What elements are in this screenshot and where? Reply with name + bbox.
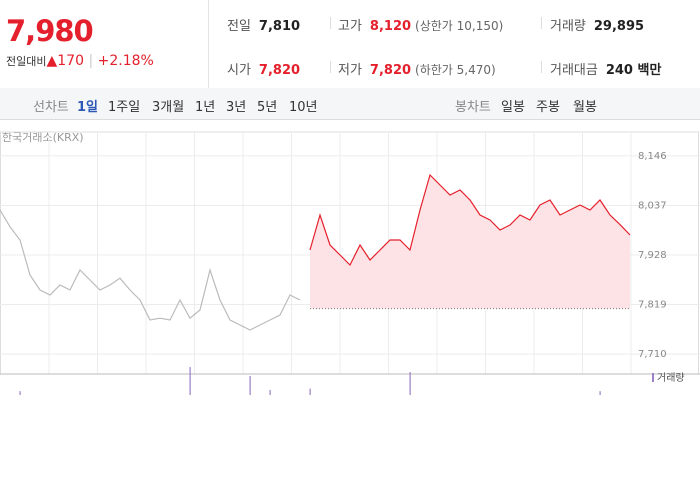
stat-label: 거래대금 — [550, 63, 598, 78]
area — [310, 175, 630, 309]
price-line — [309, 173, 631, 267]
tab[interactable]: 일봉 — [501, 100, 525, 115]
period-tabs: 선차트 1일 1주일 3개월 1년 3년 5년 10년 봉차트 일봉 주봉 월봉 — [0, 88, 700, 120]
stat-label: 고가 — [338, 19, 362, 34]
y-tick-label: 7,928 — [638, 250, 667, 261]
quote-header: 7,980 전일대비▲170 | +2.18% 전일 7,810 고가 8,120(… — [0, 0, 700, 89]
tab: 선차트 — [33, 100, 69, 115]
tab[interactable]: 3개월 — [152, 100, 185, 115]
tab[interactable]: 1일 — [77, 100, 99, 115]
tab[interactable]: 10년 — [289, 100, 318, 115]
tab[interactable]: 1주일 — [108, 100, 141, 115]
volume-bar — [189, 367, 191, 395]
tab[interactable]: 주봉 — [536, 100, 560, 115]
legend-swatch — [652, 373, 654, 382]
price-box: 7,980 전일대비▲170 | +2.18% — [0, 0, 209, 88]
tab[interactable]: 1년 — [195, 100, 216, 115]
stat-value: 240 백만 — [605, 63, 662, 78]
stat-value: 29,895 — [593, 19, 645, 34]
stat-value: 8,120 — [369, 19, 412, 34]
stat-label: 거래량 — [550, 19, 586, 34]
volume-bar — [249, 375, 251, 395]
legend-label: 거래량 — [657, 372, 685, 384]
stat: 거래대금 240 백만 — [550, 59, 661, 78]
stat: 시가 7,820 — [227, 59, 300, 78]
stat-value: 7,820 — [258, 63, 301, 78]
price-line — [0, 209, 301, 331]
stat: 전일 7,810 — [227, 15, 300, 34]
y-tick-label: 8,146 — [638, 151, 667, 162]
volume-bar — [409, 372, 411, 395]
chart-subtitle: 한국거래소(KRX) — [2, 131, 84, 144]
volume-bar — [19, 391, 21, 395]
tab: 봉차트 — [455, 100, 491, 115]
volume-bar — [599, 391, 601, 395]
chart: 한국거래소(KRX) 7,710 7,819 7,928 8,037 8,146 거래량 — [0, 131, 700, 395]
volume-bar — [309, 388, 311, 395]
change-rate: +2.18% — [97, 53, 154, 69]
current-price: 7,980 — [6, 14, 94, 48]
tab[interactable]: 3년 — [226, 100, 247, 115]
change-amount: 170 — [57, 53, 84, 69]
change: 전일대비▲170 | +2.18% — [6, 53, 154, 69]
stat-label: 저가 — [338, 63, 362, 78]
stat-sub: (상한가 10,150) — [415, 19, 504, 33]
change-label: 전일대비 — [6, 55, 47, 68]
stat-label: 전일 — [227, 19, 251, 34]
volume-bar — [269, 389, 271, 395]
stat: 저가 7,820 (하한가 5,470) — [338, 59, 496, 78]
stat-value: 7,810 — [258, 19, 301, 34]
tab[interactable]: 월봉 — [573, 100, 597, 115]
stat: 고가 8,120 (상한가 10,150) — [338, 15, 503, 34]
stat-value: 7,820 — [369, 63, 412, 78]
y-tick-label: 8,037 — [638, 200, 667, 211]
tab[interactable]: 5년 — [257, 100, 278, 115]
stat-sub: (하한가 5,470) — [415, 63, 496, 77]
y-tick-label: 7,819 — [638, 300, 667, 311]
stat: 거래량 29,895 — [550, 15, 644, 34]
y-tick-label: 7,710 — [638, 349, 667, 360]
stat-label: 시가 — [227, 63, 251, 78]
